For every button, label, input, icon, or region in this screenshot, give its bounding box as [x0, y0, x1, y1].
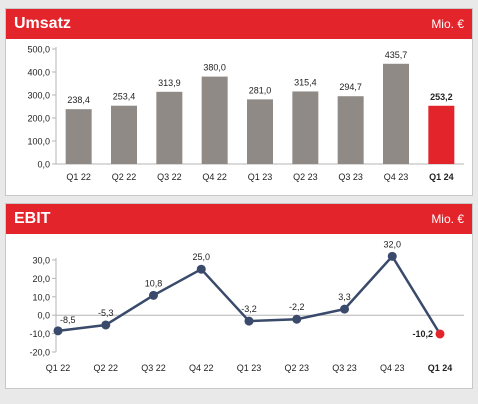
umsatz-x-tick-label: Q4 22 — [202, 172, 227, 182]
ebit-x-tick-label: Q1 22 — [46, 363, 71, 373]
ebit-x-tick-label: Q1 24 — [428, 363, 453, 373]
umsatz-bar — [111, 105, 137, 164]
ebit-value-label: 25,0 — [192, 252, 210, 262]
umsatz-x-tick-label: Q4 23 — [384, 172, 409, 182]
umsatz-y-tick-label: 400,0 — [27, 68, 50, 78]
ebit-value-label: -3,2 — [241, 304, 257, 314]
ebit-header: EBIT Mio. € — [6, 204, 472, 234]
umsatz-bar — [383, 63, 409, 164]
umsatz-y-tick-label: 0,0 — [37, 160, 50, 170]
umsatz-x-tick-label: Q1 22 — [66, 172, 91, 182]
umsatz-x-tick-label: Q3 22 — [157, 172, 182, 182]
umsatz-x-tick-label: Q3 23 — [338, 172, 363, 182]
ebit-value-label: -2,2 — [289, 302, 305, 312]
ebit-panel: EBIT Mio. € -20,0 -10,0 0,0 10,0 20,0 30,0 -8,… — [5, 203, 473, 389]
ebit-point — [196, 264, 206, 274]
umsatz-value-label: 281,0 — [249, 85, 272, 95]
ebit-x-tick-label: Q4 22 — [189, 363, 214, 373]
ebit-value-label: 32,0 — [383, 239, 401, 249]
ebit-x-tick-label: Q2 22 — [93, 363, 118, 373]
umsatz-y-tick-label: 300,0 — [27, 91, 50, 101]
umsatz-header: Umsatz Mio. € — [6, 9, 472, 39]
umsatz-bar — [292, 91, 319, 164]
umsatz-x-tick-label: Q1 23 — [248, 172, 273, 182]
ebit-point — [101, 320, 111, 330]
umsatz-bar — [201, 76, 228, 164]
umsatz-value-label: 253,4 — [113, 92, 136, 102]
umsatz-value-label: 313,9 — [158, 78, 181, 88]
ebit-x-tick-label: Q1 23 — [237, 363, 262, 373]
umsatz-value-label: 435,7 — [385, 50, 408, 60]
ebit-point — [387, 251, 397, 261]
umsatz-bar — [247, 99, 273, 164]
ebit-point — [149, 290, 158, 300]
umsatz-bar — [428, 105, 455, 164]
ebit-y-tick-label: 10,0 — [32, 292, 50, 302]
umsatz-y-tick-label: 200,0 — [27, 114, 50, 124]
ebit-unit: Mio. € — [431, 212, 464, 226]
umsatz-value-label: 294,7 — [339, 82, 362, 92]
umsatz-value-label: 238,4 — [67, 95, 90, 105]
umsatz-unit: Mio. € — [431, 17, 464, 31]
ebit-line-chart: -20,0 -10,0 0,0 10,0 20,0 30,0 -8,5 Q1 22 -5,3 Q2… — [29, 239, 464, 373]
umsatz-value-label: 380,0 — [203, 63, 226, 73]
ebit-x-tick-label: Q2 23 — [284, 363, 309, 373]
ebit-point — [435, 329, 445, 339]
umsatz-value-label: 253,2 — [430, 92, 453, 102]
umsatz-bar — [65, 109, 92, 164]
ebit-point — [244, 316, 254, 326]
ebit-y-tick-label: -10,0 — [29, 329, 50, 339]
ebit-point — [53, 326, 63, 336]
umsatz-x-tick-label: Q2 22 — [112, 172, 137, 182]
ebit-value-label: -5,3 — [98, 308, 114, 318]
ebit-point — [340, 304, 349, 314]
ebit-y-tick-label: 30,0 — [32, 256, 50, 266]
umsatz-bar — [337, 96, 364, 164]
ebit-y-tick-label: -20,0 — [29, 348, 50, 358]
ebit-value-label: -10,2 — [412, 329, 433, 339]
umsatz-x-tick-label: Q2 23 — [293, 172, 318, 182]
ebit-point — [292, 314, 302, 324]
umsatz-bar — [156, 91, 183, 164]
ebit-x-tick-label: Q3 22 — [141, 363, 166, 373]
umsatz-panel: Umsatz Mio. € 0,0 100,0 200,0 300,0 400,0 500… — [5, 8, 473, 196]
umsatz-bar-chart: 0,0 100,0 200,0 300,0 400,0 500,0 238,4 Q1 22 25… — [27, 45, 464, 182]
umsatz-y-tick-label: 500,0 — [27, 45, 50, 55]
ebit-y-tick-label: 0,0 — [37, 311, 50, 321]
ebit-x-tick-label: Q4 23 — [380, 363, 405, 373]
ebit-value-label: 10,8 — [145, 278, 163, 288]
ebit-y-tick-label: 20,0 — [32, 274, 50, 284]
umsatz-value-label: 315,4 — [294, 77, 317, 87]
ebit-value-label: -8,5 — [60, 315, 76, 325]
ebit-title: EBIT — [14, 210, 51, 227]
umsatz-y-tick-label: 100,0 — [27, 137, 50, 147]
ebit-x-tick-label: Q3 23 — [332, 363, 357, 373]
ebit-value-label: 3,3 — [338, 292, 351, 302]
umsatz-title: Umsatz — [14, 15, 71, 32]
umsatz-x-tick-label: Q1 24 — [429, 172, 454, 182]
